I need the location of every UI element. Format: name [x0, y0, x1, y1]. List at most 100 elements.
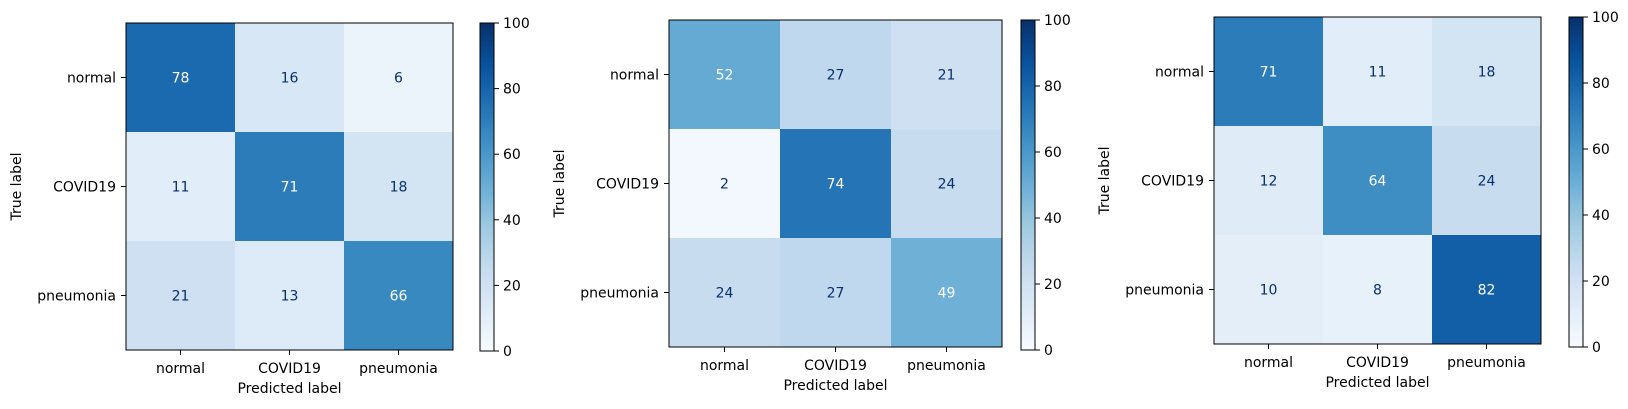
cell-value-label: 8 [1373, 283, 1382, 299]
matrix-cell [344, 241, 453, 350]
cell-value-label: 71 [1260, 65, 1278, 81]
colorbar-tick-label: 20 [1592, 274, 1610, 290]
colorbar-tick-label: 100 [1044, 13, 1071, 29]
colorbar-tick-label: 80 [503, 82, 521, 98]
matrix-cell [1432, 17, 1541, 126]
cell-value-label: 49 [938, 286, 956, 302]
x-tick-label: COVID19 [1346, 355, 1409, 371]
cell-value-label: 74 [827, 177, 845, 193]
matrix-cell [235, 23, 344, 132]
colorbar [1568, 16, 1584, 348]
y-tick-label: COVID19 [1141, 174, 1204, 190]
y-tick-label: COVID19 [596, 177, 659, 193]
cell-value-label: 18 [390, 180, 408, 196]
matrix-cell [344, 23, 453, 132]
matrix-cell [1214, 235, 1323, 344]
matrix-cell [235, 132, 344, 241]
matrix-cell [1323, 126, 1432, 235]
cell-value-label: 2 [720, 177, 729, 193]
cell-value-label: 82 [1478, 283, 1496, 299]
matrix-cell [344, 132, 453, 241]
cell-value-label: 21 [172, 289, 190, 305]
matrix-cell [891, 238, 1002, 347]
x-tick-label: pneumonia [907, 358, 986, 374]
cell-value-label: 66 [390, 289, 408, 305]
matrix-cell [1323, 17, 1432, 126]
y-tick-label: pneumonia [37, 289, 116, 305]
matrix-cell [1432, 126, 1541, 235]
cell-value-label: 24 [938, 177, 956, 193]
colorbar-tick-label: 100 [503, 16, 530, 32]
x-tick-label: COVID19 [804, 358, 867, 374]
y-tick-label: normal [1155, 65, 1204, 81]
matrix-cell [891, 20, 1002, 129]
colorbar [479, 22, 495, 352]
cell-value-label: 78 [172, 71, 190, 87]
matrix-cell [126, 132, 235, 241]
x-axis-label: Predicted label [783, 378, 887, 394]
y-axis-label: True label [9, 152, 25, 221]
colorbar-tick-label: 40 [503, 213, 521, 229]
cell-value-label: 13 [281, 289, 299, 305]
cell-value-label: 27 [827, 68, 845, 84]
x-tick-label: normal [1244, 355, 1293, 371]
y-axis-label: True label [552, 149, 568, 218]
matrix-cell [1432, 235, 1541, 344]
x-tick-label: COVID19 [258, 361, 321, 377]
y-tick-label: pneumonia [580, 286, 659, 302]
cell-value-label: 18 [1478, 65, 1496, 81]
colorbar-tick-label: 100 [1592, 10, 1619, 26]
cell-value-label: 24 [1478, 174, 1496, 190]
colorbar-tick-label: 60 [1592, 142, 1610, 158]
x-tick-label: pneumonia [359, 361, 438, 377]
colorbar-tick-label: 0 [503, 344, 512, 360]
colorbar-tick-label: 0 [1592, 340, 1601, 356]
x-axis-label: Predicted label [1325, 375, 1429, 391]
y-tick-label: normal [67, 71, 116, 87]
cell-value-label: 27 [827, 286, 845, 302]
colorbar-tick-label: 20 [503, 278, 521, 294]
colorbar-tick-label: 80 [1044, 79, 1062, 95]
matrix-cell [669, 238, 780, 347]
matrix-cell [235, 241, 344, 350]
matrix-cell [1214, 126, 1323, 235]
cell-value-label: 16 [281, 71, 299, 87]
matrix-cell [126, 23, 235, 132]
colorbar [1020, 19, 1036, 351]
cell-value-label: 10 [1260, 283, 1278, 299]
x-axis-label: Predicted label [237, 381, 341, 397]
cell-value-label: 11 [172, 180, 190, 196]
y-axis-label: True label [1097, 146, 1113, 215]
cell-value-label: 24 [716, 286, 734, 302]
colorbar-tick-label: 80 [1592, 76, 1610, 92]
matrix-cell [1323, 235, 1432, 344]
matrix-cell [669, 129, 780, 238]
matrix-cell [780, 20, 891, 129]
cell-value-label: 11 [1369, 65, 1387, 81]
matrix-cell [1214, 17, 1323, 126]
cell-value-label: 71 [281, 180, 299, 196]
cell-value-label: 64 [1369, 174, 1387, 190]
x-tick-label: normal [700, 358, 749, 374]
colorbar-tick-label: 40 [1592, 208, 1610, 224]
cell-value-label: 52 [716, 68, 734, 84]
matrix-cell [780, 129, 891, 238]
cell-value-label: 6 [394, 71, 403, 87]
matrix-cell [126, 241, 235, 350]
colorbar-tick-label: 40 [1044, 211, 1062, 227]
matrix-cell [669, 20, 780, 129]
colorbar-tick-label: 60 [1044, 145, 1062, 161]
y-tick-label: pneumonia [1125, 283, 1204, 299]
colorbar-tick-label: 0 [1044, 343, 1053, 359]
x-tick-label: normal [156, 361, 205, 377]
matrix-cell [780, 238, 891, 347]
x-tick-label: pneumonia [1447, 355, 1526, 371]
colorbar-tick-label: 60 [503, 147, 521, 163]
cell-value-label: 21 [938, 68, 956, 84]
colorbar-tick-label: 20 [1044, 277, 1062, 293]
matrix-cell [891, 129, 1002, 238]
cell-value-label: 12 [1260, 174, 1278, 190]
y-tick-label: COVID19 [53, 180, 116, 196]
